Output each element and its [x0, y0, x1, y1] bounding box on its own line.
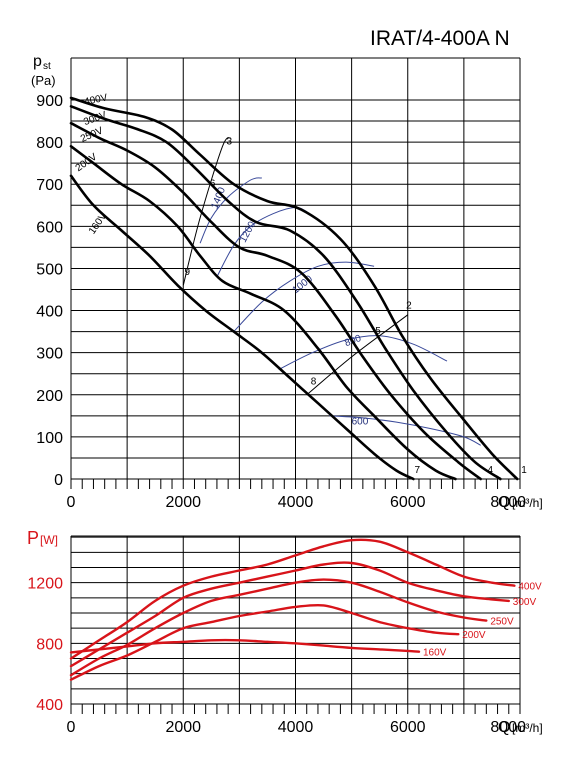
x-tick-label: 2000	[165, 719, 201, 736]
system-line	[306, 314, 409, 396]
pressure-curve-label: 160V	[87, 211, 110, 237]
y-tick-label: 200	[36, 388, 63, 405]
y-tick-label: 400	[36, 697, 63, 714]
x-axis-label: Q	[498, 719, 510, 736]
y-axis-unit: (Pa)	[31, 73, 56, 88]
x-tick-label: 4000	[278, 719, 314, 736]
speed-curve	[329, 415, 481, 446]
x-tick-label: 6000	[390, 494, 426, 511]
y-axis-label: p	[33, 53, 42, 70]
operating-point-label: 2	[406, 301, 412, 312]
x-tick-label: 0	[67, 719, 76, 736]
speed-curve	[233, 261, 375, 332]
x-tick-label: 8000	[490, 719, 526, 736]
y-tick-label: 900	[36, 93, 63, 110]
y-tick-label: 400	[36, 304, 63, 321]
pressure-curve-label: 400V	[83, 92, 108, 108]
pressure-curve-300V	[69, 105, 502, 481]
pressure-curve-250V	[69, 121, 482, 481]
x-tick-label: 2000	[165, 494, 201, 511]
operating-point-label: 1	[521, 465, 527, 476]
operating-point-label: 3	[227, 136, 233, 147]
y-axis-unit: [W]	[40, 533, 58, 547]
operating-point-label: 8	[311, 376, 317, 387]
power-curve-label: 250V	[490, 617, 514, 628]
y-axis-label-subscript: st	[43, 61, 51, 72]
speed-curve	[278, 335, 448, 370]
y-tick-label: 500	[36, 261, 63, 278]
y-tick-label: 0	[54, 472, 63, 489]
power-curve-400V	[69, 538, 516, 660]
x-tick-label: 8000	[490, 494, 526, 511]
operating-point-label: 9	[184, 267, 190, 278]
power-curve-160V	[69, 638, 421, 654]
x-tick-label: 6000	[390, 719, 426, 736]
y-tick-label: 1200	[27, 576, 63, 593]
operating-point-label: 6	[210, 178, 216, 189]
y-tick-label: 800	[36, 135, 63, 152]
speed-curve	[199, 177, 262, 244]
y-tick-label: 100	[36, 430, 63, 447]
power-curve-200V	[69, 603, 460, 681]
power-curve-250V	[69, 578, 488, 677]
chart-title: IRAT/4-400A N	[370, 27, 510, 50]
x-axis-unit: [m³/h]	[512, 721, 543, 735]
y-tick-label: 300	[36, 346, 63, 363]
operating-point-label: 4	[488, 465, 494, 476]
power-curve-label: 400V	[518, 582, 542, 593]
speed-curve-label: 600	[352, 416, 369, 427]
power-plot: 400 800 1200 0 2000 4000 6000 8000 P [W] Q [m³/h] 40…	[27, 528, 543, 736]
operating-point-label: 7	[415, 465, 421, 476]
y-tick-label: 800	[36, 636, 63, 653]
pressure-curve-label: 200V	[74, 151, 100, 174]
x-tick-label: 0	[67, 494, 76, 511]
y-axis-label: P	[27, 528, 39, 548]
x-axis-label: Q	[498, 494, 510, 511]
power-curve-label: 300V	[513, 597, 537, 608]
pressure-curve-160V	[69, 174, 415, 481]
power-curve-300V	[69, 561, 510, 668]
power-curve-label: 200V	[462, 630, 486, 641]
x-axis-unit: [m³/h]	[512, 496, 543, 510]
y-tick-label: 600	[36, 219, 63, 236]
x-tick-label: 4000	[278, 494, 314, 511]
power-curve-label: 160V	[423, 648, 447, 659]
pressure-plot: 0 100 200 300 400 500 600 700 800 900 0 2000 4000 600…	[31, 53, 543, 511]
operating-point-label: 5	[375, 326, 381, 337]
y-tick-label: 700	[36, 177, 63, 194]
pressure-curve-400V	[69, 96, 519, 481]
pressure-curve-200V	[69, 145, 457, 481]
